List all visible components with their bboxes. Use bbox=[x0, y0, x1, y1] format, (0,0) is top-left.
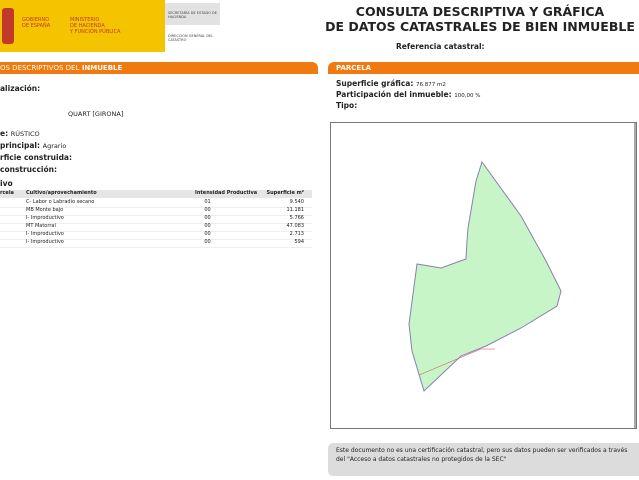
superficie-cell: 9.540 bbox=[289, 199, 304, 205]
coat-of-arms-icon bbox=[2, 8, 14, 44]
cultivo-cell: I- Improductivo bbox=[26, 239, 64, 245]
cultivo-cell: I- Improductivo bbox=[26, 215, 64, 221]
anio-construccion-label: construcción: bbox=[0, 165, 57, 174]
cultivo-cell: I- Improductivo bbox=[26, 231, 64, 237]
superficie-grafica: Superficie gráfica: 76.877 m2 bbox=[336, 79, 446, 88]
intensidad-cell: 01 bbox=[204, 199, 211, 205]
superficie-cell: 2.713 bbox=[289, 231, 304, 237]
parcel-map[interactable] bbox=[330, 122, 637, 429]
participacion: Participación del inmueble: 100,00 % bbox=[336, 90, 481, 99]
section-header-parcela: PARCELA bbox=[328, 62, 639, 74]
table-row: I- Improductivo 00 594 bbox=[0, 239, 312, 248]
superficie-cell: 5.766 bbox=[289, 215, 304, 221]
intensidad-cell: 00 bbox=[204, 207, 211, 213]
cultivo-title: ivo bbox=[0, 179, 13, 188]
subparcel-line bbox=[418, 348, 495, 376]
intensidad-cell: 00 bbox=[204, 231, 211, 237]
table-row: MT Matorral 00 47.083 bbox=[0, 223, 312, 232]
table-header: rcela Cultivo/aprovechamiento Intensidad… bbox=[0, 190, 312, 198]
gov-text: GOBIERNO DE ESPAÑA bbox=[22, 17, 51, 29]
clase-field: e: RÚSTICO bbox=[0, 129, 40, 138]
direccion-text: DIRECCIÓN GENERAL DEL CATASTRO bbox=[168, 34, 214, 42]
disclaimer-note: Este documento no es una certificación c… bbox=[328, 443, 639, 476]
referencia-label: Referencia catastral: bbox=[396, 42, 485, 51]
superficie-construida-label: rficie construida: bbox=[0, 153, 72, 162]
government-logo: GOBIERNO DE ESPAÑA MINISTERIO DE HACIENDA Y… bbox=[0, 0, 165, 52]
table-row: C- Labor o Labradío secano 01 9.540 bbox=[0, 199, 312, 208]
superficie-cell: 594 bbox=[294, 239, 304, 245]
uso-field: principal: Agrario bbox=[0, 141, 67, 150]
parcel-polygon[interactable] bbox=[408, 160, 562, 392]
superficie-cell: 47.083 bbox=[286, 223, 305, 229]
superficie-cell: 11.181 bbox=[286, 207, 305, 213]
intensidad-cell: 00 bbox=[204, 215, 211, 221]
secretaria-box: SECRETARÍA DE ESTADO DE HACIENDA bbox=[165, 3, 220, 25]
localizacion-label: alización: bbox=[0, 84, 41, 93]
table-row: MB Monte bajo 00 11.181 bbox=[0, 207, 312, 216]
section-header-descriptivos: OS DESCRIPTIVOS DEL INMUEBLE bbox=[0, 62, 318, 74]
tipo-label: Tipo: bbox=[336, 101, 358, 110]
intensidad-cell: 00 bbox=[204, 239, 211, 245]
ministry-text: MINISTERIO DE HACIENDA Y FUNCIÓN PÚBLICA bbox=[70, 17, 121, 35]
cultivo-cell: MT Matorral bbox=[26, 223, 56, 229]
table-row: I- Improductivo 00 2.713 bbox=[0, 231, 312, 240]
page-title: CONSULTA DESCRIPTIVA Y GRÁFICA DE DATOS C… bbox=[325, 4, 635, 34]
cultivo-cell: MB Monte bajo bbox=[26, 207, 64, 213]
cultivo-cell: C- Labor o Labradío secano bbox=[26, 199, 95, 205]
municipio-value: QUART [GIRONA] bbox=[68, 110, 124, 118]
table-row: I- Improductivo 00 5.766 bbox=[0, 215, 312, 224]
intensidad-cell: 00 bbox=[204, 223, 211, 229]
